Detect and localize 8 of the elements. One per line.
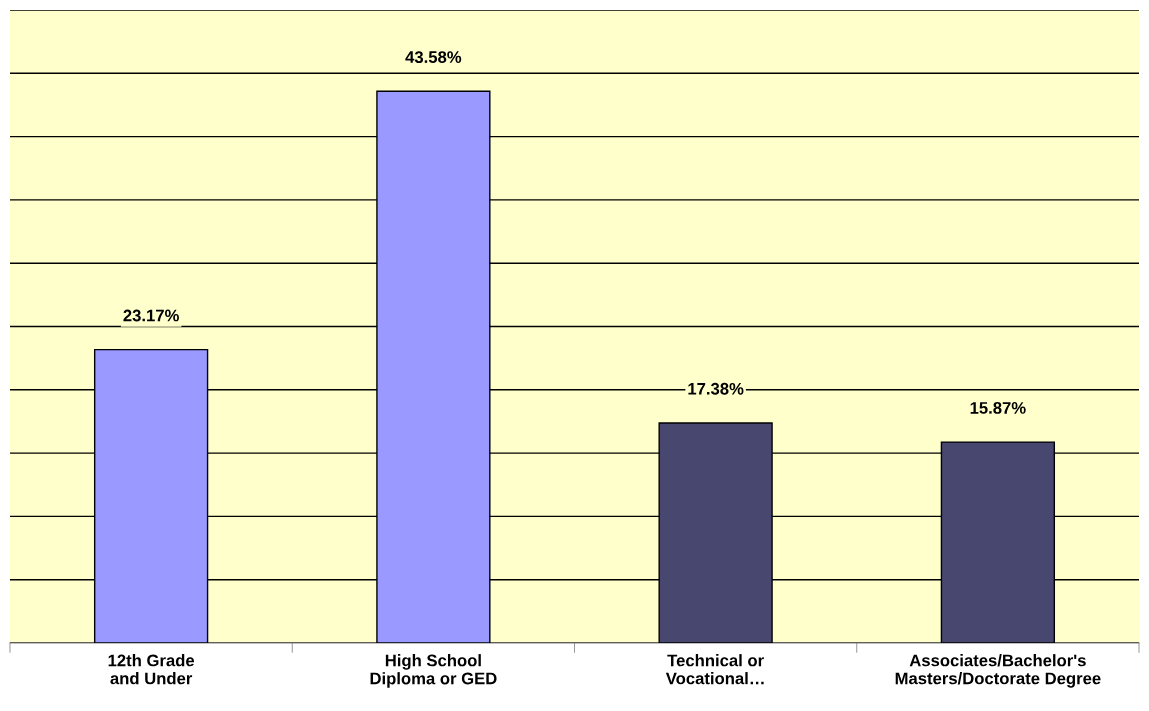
data-label: 43.58% — [405, 51, 462, 64]
x-tick-label: 12th Grade and Under — [108, 654, 195, 685]
x-tick-label: High School Diploma or GED — [370, 654, 497, 688]
x-tick-label: Associates/Bachelor's Masters/Doctorate Degree — [895, 654, 1101, 688]
data-label: 15.87% — [970, 401, 1026, 414]
x-tick-label: Technical or Vocational… — [665, 654, 764, 685]
data-label: 17.38% — [688, 382, 744, 395]
data-label: 23.17% — [123, 309, 179, 322]
